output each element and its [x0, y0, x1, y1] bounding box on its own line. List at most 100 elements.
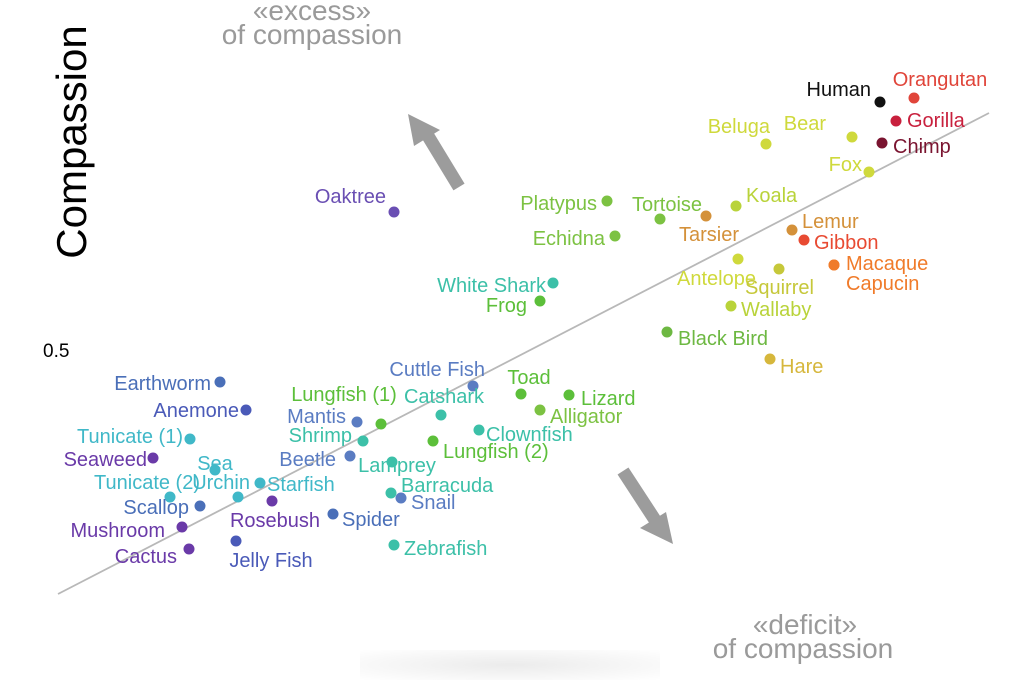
label-platypus: Platypus — [520, 193, 597, 215]
y-tick-label: 0.5 — [43, 341, 69, 362]
compassion-scatter-chart: Compassion 0.5 «excess» of compassion «d… — [43, 0, 990, 664]
label-frog: Frog — [486, 295, 527, 317]
point-mushroom — [176, 521, 188, 533]
label-bear: Bear — [784, 113, 827, 135]
point-jelly-fish — [230, 535, 242, 547]
point-cactus — [183, 543, 195, 555]
point-gibbon — [798, 234, 810, 246]
label-beluga: Beluga — [708, 116, 771, 138]
point-echidna — [609, 230, 621, 242]
label-urchin: Urchin — [192, 472, 250, 494]
label-seaweed: Seaweed — [64, 449, 147, 471]
label-macaque: Macaque — [846, 253, 928, 275]
point-bear — [846, 131, 858, 143]
label-oaktree: Oaktree — [315, 186, 386, 208]
point-oaktree — [388, 206, 400, 218]
point-cuttle-fish — [467, 380, 479, 392]
label-alligator: Alligator — [550, 406, 623, 428]
point-chimp — [876, 137, 888, 149]
label-koala: Koala — [746, 185, 798, 207]
label-beetle: Beetle — [279, 449, 336, 471]
label-human: Human — [807, 79, 871, 101]
label-tunicate-2: Tunicate (2) — [94, 472, 200, 494]
label-toad: Toad — [507, 367, 550, 389]
point-starfish — [254, 477, 266, 489]
label-hare: Hare — [780, 356, 823, 378]
label-tarsier: Tarsier — [679, 224, 739, 246]
label-shrimp: Shrimp — [289, 425, 352, 447]
label-black-bird: Black Bird — [678, 328, 768, 350]
point-beetle — [344, 450, 356, 462]
label-earthworm: Earthworm — [114, 373, 211, 395]
point-spider — [327, 508, 339, 520]
point-lizard — [563, 389, 575, 401]
point-barracuda — [385, 487, 397, 499]
point-frog — [534, 295, 546, 307]
label-wallaby: Wallaby — [741, 299, 811, 321]
label-mushroom: Mushroom — [71, 520, 165, 542]
point-lamprey — [386, 456, 398, 468]
label-zebrafish: Zebrafish — [404, 538, 487, 560]
point-clownfish — [473, 424, 485, 436]
label-scallop: Scallop — [123, 497, 189, 519]
label-tortoise: Tortoise — [632, 194, 702, 216]
point-snail — [395, 492, 407, 504]
point-white-shark — [547, 277, 559, 289]
label-catshark: Catshark — [404, 386, 485, 408]
point-scallop — [194, 500, 206, 512]
point-wallaby — [725, 300, 737, 312]
point-black-bird — [661, 326, 673, 338]
label-lizard: Lizard — [581, 388, 635, 410]
point-catshark — [435, 409, 447, 421]
label-snail: Snail — [411, 492, 455, 514]
label-orangutan: Orangutan — [893, 69, 988, 91]
label-cuttle-fish: Cuttle Fish — [389, 359, 485, 381]
point-sea — [209, 464, 221, 476]
point-lungfish-1 — [375, 418, 387, 430]
label-squirrel: Squirrel — [745, 277, 814, 299]
trend-line — [57, 112, 990, 595]
point-tarsier — [700, 210, 712, 222]
point-seaweed — [147, 452, 159, 464]
label-spider: Spider — [342, 509, 400, 531]
deficit-annotation-line2: of compassion — [713, 633, 894, 664]
point-tunicate-1 — [184, 433, 196, 445]
point-orangutan — [908, 92, 920, 104]
labels-layer: Human Orangutan Gorilla Chimp Bear Beluga Fox K… — [64, 69, 988, 572]
point-alligator — [534, 404, 546, 416]
down-arrow-icon — [617, 467, 673, 544]
label-gorilla: Gorilla — [907, 110, 966, 132]
point-beluga — [760, 138, 772, 150]
up-arrow-icon — [408, 114, 465, 191]
label-echidna: Echidna — [533, 228, 606, 250]
point-zebrafish — [388, 539, 400, 551]
excess-annotation-line1: «excess» — [253, 0, 371, 26]
y-axis-label: Compassion — [48, 25, 95, 258]
points-layer — [147, 92, 920, 555]
label-lemur: Lemur — [802, 211, 859, 233]
point-mantis — [351, 416, 363, 428]
point-hare — [764, 353, 776, 365]
point-tunicate-2 — [164, 491, 176, 503]
label-sea: Sea — [197, 453, 233, 475]
label-white-shark: White Shark — [437, 275, 547, 297]
point-gorilla — [890, 115, 902, 127]
point-antelope — [732, 253, 744, 265]
label-mantis: Mantis — [287, 406, 346, 428]
excess-annotation-line2: of compassion — [222, 19, 403, 50]
point-human — [874, 96, 886, 108]
point-lungfish-2 — [427, 435, 439, 447]
label-lungfish-1: Lungfish (1) — [291, 384, 397, 406]
point-toad — [515, 388, 527, 400]
deficit-annotation-line1: «deficit» — [753, 609, 857, 640]
point-squirrel — [773, 263, 785, 275]
label-rosebush: Rosebush — [230, 510, 320, 532]
point-capucin — [828, 259, 840, 271]
label-lungfish-2: Lungfish (2) — [443, 441, 549, 463]
point-shrimp — [357, 435, 369, 447]
point-urchin — [232, 491, 244, 503]
label-chimp: Chimp — [893, 136, 951, 158]
point-koala — [730, 200, 742, 212]
point-fox — [863, 166, 875, 178]
point-tortoise — [654, 213, 666, 225]
